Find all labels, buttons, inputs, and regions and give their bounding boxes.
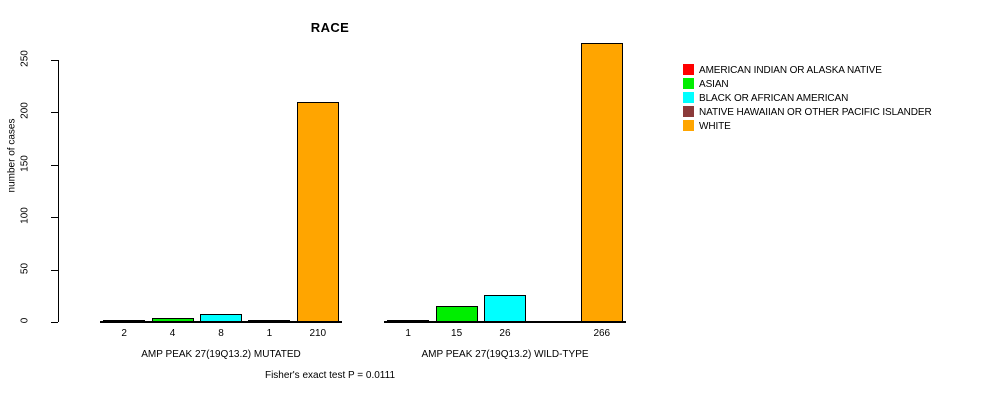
bar xyxy=(387,320,430,322)
y-axis-tick-label: 150 xyxy=(19,154,31,172)
y-axis-tick xyxy=(51,164,58,166)
y-axis-tick xyxy=(51,112,58,114)
page-title: RACE xyxy=(310,20,350,35)
y-axis-tick-label-wrap: 250 xyxy=(5,50,45,67)
y-axis-label: number of cases xyxy=(6,118,18,193)
y-axis-tick-label: 50 xyxy=(19,262,31,274)
legend-item-label: ASIAN xyxy=(699,79,729,89)
y-axis-tick-label: 200 xyxy=(19,102,31,120)
legend-item-label: NATIVE HAWAIIAN OR OTHER PACIFIC ISLANDE… xyxy=(699,107,932,117)
bar xyxy=(103,319,146,322)
bar-value-label: 210 xyxy=(309,328,327,339)
y-axis-tick-label: 100 xyxy=(19,207,31,225)
legend-color-swatch xyxy=(683,120,694,131)
legend-item-label: WHITE xyxy=(699,121,731,131)
bar xyxy=(435,306,478,322)
bar-value-label: 15 xyxy=(451,328,463,339)
legend-item: WHITE xyxy=(683,117,990,131)
bar xyxy=(296,101,339,322)
y-axis-tick xyxy=(51,269,58,271)
fisher-test-text: Fisher's exact test P = 0.0111 xyxy=(264,370,396,381)
y-axis-tick xyxy=(51,322,58,323)
legend-item: NATIVE HAWAIIAN OR OTHER PACIFIC ISLANDE… xyxy=(683,103,990,117)
bar-group-label: AMP PEAK 27(19Q13.2) MUTATED xyxy=(141,349,301,360)
bar xyxy=(484,294,526,322)
y-axis-line xyxy=(58,60,59,322)
bar xyxy=(151,317,194,322)
bar-group-label: AMP PEAK 27(19Q13.2) WILD-TYPE xyxy=(421,349,589,360)
bar-value-label: 8 xyxy=(218,328,224,339)
bar-value-label: 266 xyxy=(593,328,611,339)
bar-value-label: 1 xyxy=(266,328,273,339)
legend-color-swatch xyxy=(683,78,694,89)
y-axis-tick-label-wrap: 150 xyxy=(5,155,45,172)
legend: AMERICAN INDIAN OR ALASKA NATIVE ASIAN BLA… xyxy=(683,61,990,141)
legend-item: AMERICAN INDIAN OR ALASKA NATIVE xyxy=(683,61,990,75)
x-axis-baseline xyxy=(100,321,342,323)
bar xyxy=(248,320,291,322)
legend-color-swatch xyxy=(683,64,694,75)
bar-value-label: 26 xyxy=(499,328,511,339)
y-axis-tick-label: 250 xyxy=(19,50,31,67)
y-axis-tick xyxy=(51,60,58,61)
legend-color-swatch xyxy=(683,92,694,103)
y-axis-tick-label-wrap: 200 xyxy=(5,103,45,120)
legend-item-label: BLACK OR AFRICAN AMERICAN xyxy=(699,93,849,103)
x-axis-baseline xyxy=(384,321,626,323)
y-axis-tick xyxy=(51,217,58,219)
legend-item: ASIAN xyxy=(683,75,990,89)
footnote: Fisher's exact test P = 0.0111 xyxy=(0,370,990,381)
legend-item: BLACK OR AFRICAN AMERICAN xyxy=(683,89,990,103)
bar xyxy=(580,43,623,322)
plot-area: number of cases 0 50 100 150 200 250 AMP PEAK… xyxy=(5,43,626,360)
y-axis-tick-label-wrap: 100 xyxy=(5,207,45,224)
bar-value-label: 2 xyxy=(121,328,127,339)
bar-value-label: 1 xyxy=(405,328,411,339)
bar xyxy=(200,313,242,322)
y-axis-tick-label: 0 xyxy=(19,317,31,324)
bar-value-label: 4 xyxy=(169,328,176,339)
bar-group-wildtype: AMP PEAK 27(19Q13.2) WILD-TYPE 1 15 26 266 xyxy=(384,43,626,360)
bar-group-mutated: AMP PEAK 27(19Q13.2) MUTATED 2 4 8 1 210 xyxy=(100,60,342,360)
y-axis-tick-label-wrap: 0 xyxy=(5,315,45,329)
legend-color-swatch xyxy=(683,106,694,117)
legend-item-label: AMERICAN INDIAN OR ALASKA NATIVE xyxy=(699,65,882,75)
y-axis-tick-label-wrap: 50 xyxy=(5,263,45,277)
